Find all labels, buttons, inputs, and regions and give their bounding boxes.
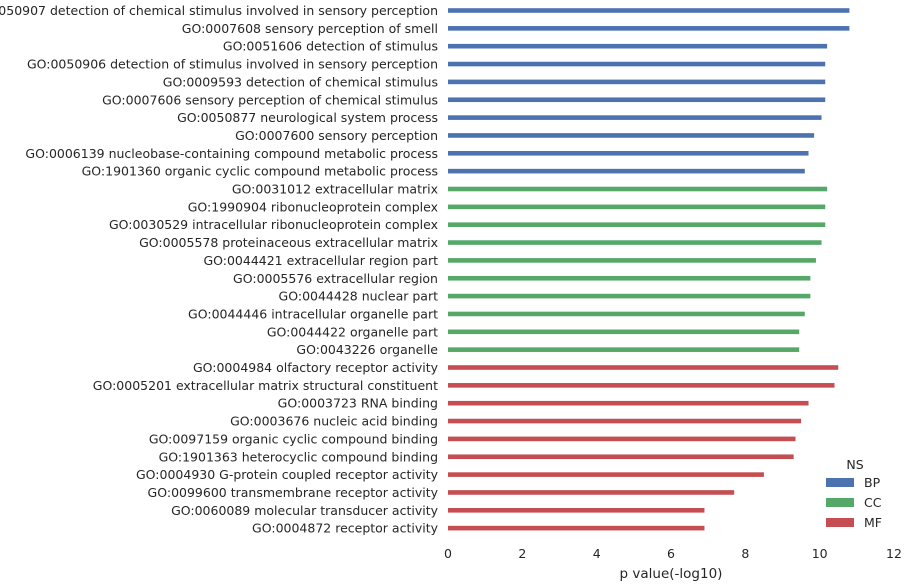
y-tick-label: GO:0007600 sensory perception	[235, 128, 438, 143]
y-tick-label: GO:0003676 nucleic acid binding	[230, 414, 438, 429]
x-tick-label: 0	[444, 546, 452, 561]
bar-cc-10	[448, 186, 828, 192]
bar-cc-17	[448, 311, 805, 317]
bar-cc-19	[448, 347, 800, 352]
bar-mf-21	[448, 383, 835, 388]
bar-cc-11	[448, 204, 826, 210]
bar-cc-18	[448, 329, 800, 335]
bar-bp-9	[448, 168, 805, 174]
bars-layer	[448, 8, 850, 531]
x-tick-label: 2	[518, 546, 526, 561]
bar-cc-16	[448, 293, 811, 299]
y-tick-label: GO:0044421 extracellular region part	[203, 253, 438, 268]
bar-bp-8	[448, 151, 809, 156]
y-tick-label: GO:0044422 organelle part	[267, 324, 438, 339]
y-tick-label: GO:0050907 detection of chemical stimulu…	[0, 3, 438, 18]
x-tick-label: 10	[812, 546, 828, 561]
y-tick-label: GO:0060089 molecular transducer activity	[171, 503, 439, 518]
y-tick-label: GO:0050877 neurological system process	[177, 110, 438, 125]
y-tick-label: GO:1990904 ribonucleoprotein complex	[188, 199, 438, 214]
y-tick-label: GO:0031012 extracellular matrix	[232, 182, 438, 197]
y-tick-label: GO:0005578 proteinaceous extracellular m…	[139, 235, 438, 250]
legend-label-mf: MF	[864, 515, 882, 530]
y-tick-label: GO:0044428 nuclear part	[279, 289, 439, 304]
y-tick-label: GO:0030529 intracellular ribonucleoprote…	[109, 217, 438, 232]
y-tick-label: GO:0099600 transmembrane receptor activi…	[148, 485, 439, 500]
bar-mf-22	[448, 400, 809, 406]
bar-bp-4	[448, 79, 826, 85]
x-tick-label: 4	[593, 546, 601, 561]
legend-swatch-mf	[826, 518, 854, 527]
y-tick-label: GO:0004984 olfactory receptor activity	[193, 360, 439, 375]
bar-mf-27	[448, 490, 735, 495]
bar-mf-26	[448, 472, 764, 477]
bar-bp-5	[448, 97, 826, 103]
y-tick-label: GO:1901360 organic cyclic compound metab…	[82, 164, 438, 179]
y-tick-label: GO:0006139 nucleobase-containing compoun…	[25, 146, 438, 161]
bar-bp-7	[448, 133, 815, 138]
x-axis-tick-labels: 0 2 4 6 8 10 12	[444, 546, 902, 561]
x-axis-title: p value(-log10)	[620, 566, 723, 582]
bar-bp-3	[448, 61, 826, 67]
bar-mf-28	[448, 508, 705, 513]
bar-mf-29	[448, 525, 705, 531]
y-tick-label: GO:0007606 sensory perception of chemica…	[102, 92, 438, 107]
bar-bp-6	[448, 115, 822, 120]
y-tick-label: GO:0003723 RNA binding	[278, 396, 438, 411]
y-tick-label: GO:0050906 detection of stimulus involve…	[27, 57, 438, 72]
y-tick-label: GO:0007608 sensory perception of smell	[182, 21, 438, 36]
legend: NS BP CC MF	[826, 457, 882, 530]
bar-mf-25	[448, 454, 794, 460]
x-tick-label: 6	[667, 546, 675, 561]
x-tick-label: 8	[741, 546, 749, 561]
y-tick-label: GO:0009593 detection of chemical stimulu…	[163, 74, 438, 89]
legend-swatch-cc	[826, 498, 854, 507]
y-tick-label: GO:0043226 organelle	[296, 342, 438, 357]
bar-bp-1	[448, 26, 850, 31]
y-tick-label: GO:0005201 extracellular matrix structur…	[93, 378, 438, 393]
x-tick-label: 12	[886, 546, 902, 561]
y-tick-label: GO:1901363 heterocyclic compound binding	[159, 449, 438, 464]
y-tick-label: GO:0044446 intracellular organelle part	[188, 306, 438, 321]
bar-cc-12	[448, 222, 826, 227]
bar-bp-2	[448, 43, 828, 49]
bar-mf-20	[448, 365, 839, 370]
bar-cc-14	[448, 258, 816, 263]
y-axis-tick-labels: GO:0050907 detection of chemical stimulu…	[0, 3, 439, 536]
bar-cc-13	[448, 240, 822, 245]
bar-bp-0	[448, 8, 850, 13]
legend-label-bp: BP	[864, 475, 881, 490]
y-tick-label: GO:0097159 organic cyclic compound bindi…	[149, 431, 438, 446]
bar-mf-23	[448, 418, 802, 424]
legend-swatch-bp	[826, 478, 854, 487]
legend-title: NS	[846, 457, 863, 472]
bar-cc-15	[448, 275, 811, 281]
y-tick-label: GO:0004930 G-protein coupled receptor ac…	[136, 467, 439, 482]
bar-mf-24	[448, 436, 796, 442]
y-tick-label: GO:0051606 detection of stimulus	[223, 39, 438, 54]
legend-label-cc: CC	[864, 495, 882, 510]
y-tick-label: GO:0004872 receptor activity	[252, 521, 439, 536]
y-tick-label: GO:0005576 extracellular region	[233, 271, 438, 286]
